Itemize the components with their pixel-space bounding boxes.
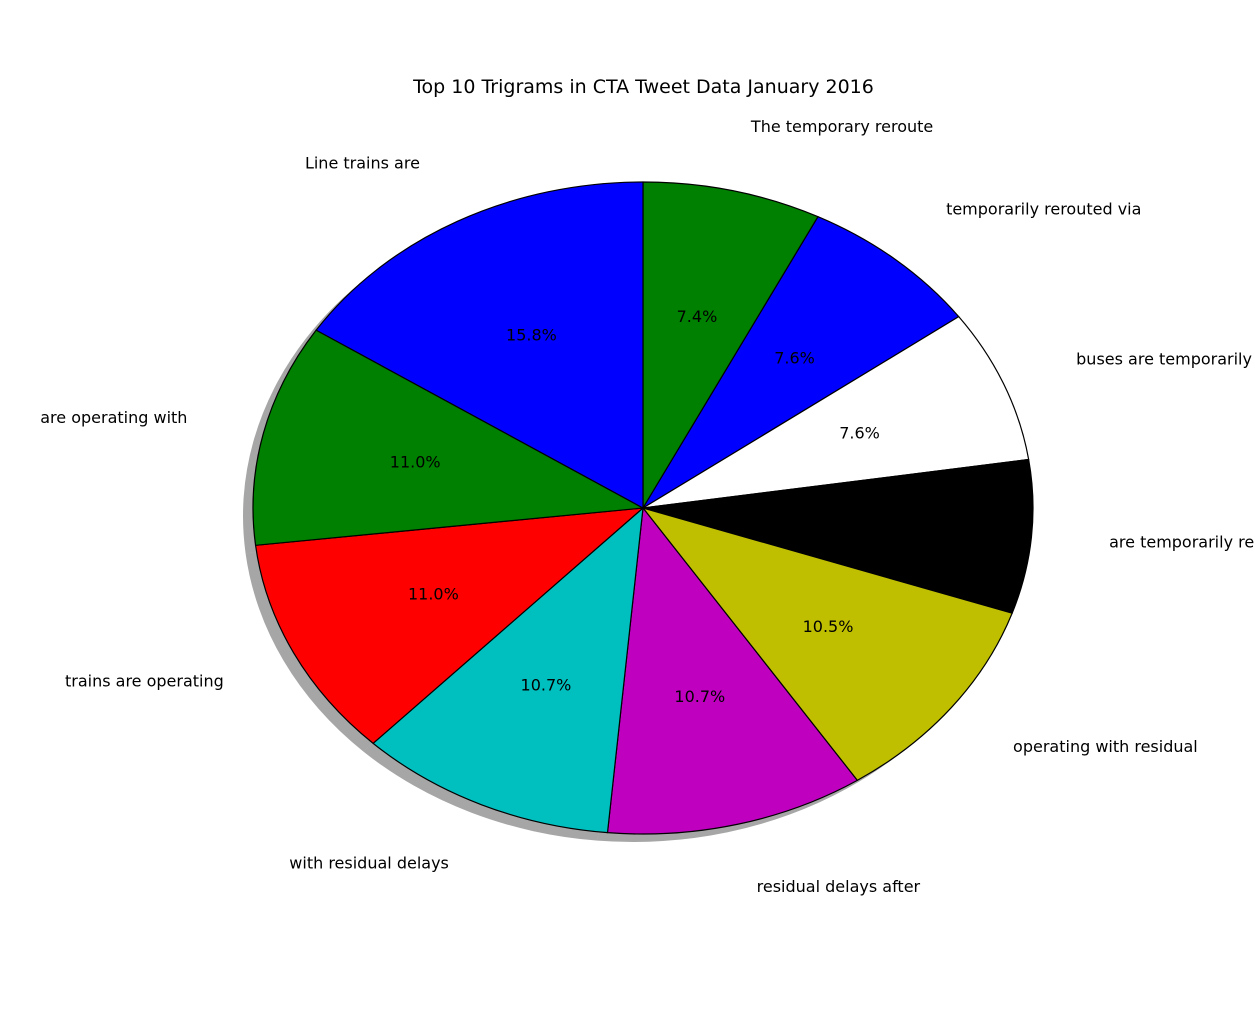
slice-label-are-temporarily-rerouted: are temporarily rerouted bbox=[1109, 533, 1255, 552]
wedge-trains-are-operating bbox=[254, 507, 644, 744]
wedge-with-residual-delays bbox=[372, 507, 644, 834]
slice-label-are-operating-with: are operating with bbox=[40, 408, 187, 427]
pct-label-operating-with-residual: 10.5% bbox=[803, 617, 854, 636]
slice-label-operating-with-residual: operating with residual bbox=[1013, 737, 1198, 756]
wedge-operating-with-residual bbox=[642, 507, 1013, 781]
slice-label-the-temporary-reroute: The temporary reroute bbox=[750, 117, 933, 136]
pct-label-residual-delays-after: 10.7% bbox=[674, 687, 725, 706]
wedge-residual-delays-after bbox=[606, 507, 858, 835]
slice-label-trains-are-operating: trains are operating bbox=[65, 671, 224, 690]
wedge-are-temporarily-rerouted bbox=[642, 458, 1034, 614]
wedge-buses-are-temporarily bbox=[642, 316, 1030, 509]
wedge-temporarily-rerouted-via bbox=[642, 216, 960, 509]
chart-title: Top 10 Trigrams in CTA Tweet Data Januar… bbox=[413, 76, 874, 98]
slice-label-with-residual-delays: with residual delays bbox=[289, 853, 449, 872]
pie-wedges bbox=[252, 181, 1034, 835]
pct-label-are-operating-with: 11.0% bbox=[390, 453, 441, 472]
pie-labels: 7.4% The temporary reroute 7.6% temporarily… bbox=[40, 117, 1255, 896]
slice-label-temporarily-rerouted-via: temporarily rerouted via bbox=[946, 199, 1141, 218]
slice-label-residual-delays-after: residual delays after bbox=[757, 877, 921, 896]
pct-label-temporarily-rerouted-via: 7.6% bbox=[774, 348, 815, 367]
pct-label-the-temporary-reroute: 7.4% bbox=[677, 307, 718, 326]
slice-label-buses-are-temporarily: buses are temporarily bbox=[1076, 349, 1252, 368]
wedge-line-trains-are bbox=[315, 181, 644, 509]
wedge-the-temporary-reroute bbox=[642, 181, 819, 509]
pct-label-line-trains-are: 15.8% bbox=[506, 326, 557, 345]
pct-label-buses-are-temporarily: 7.6% bbox=[839, 423, 880, 442]
pct-label-trains-are-operating: 11.0% bbox=[408, 584, 459, 603]
pct-label-with-residual-delays: 10.7% bbox=[521, 675, 572, 694]
slice-label-line-trains-are: Line trains are bbox=[305, 154, 420, 173]
wedge-are-operating-with bbox=[252, 329, 644, 546]
